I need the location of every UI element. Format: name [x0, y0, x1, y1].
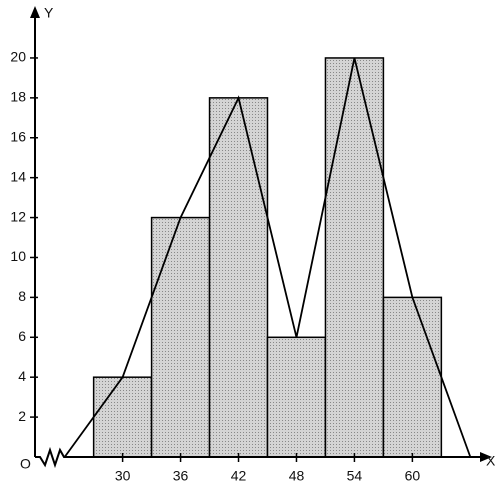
x-tick-label: 48: [289, 468, 305, 484]
y-tick-label: 4: [18, 368, 26, 384]
y-tick-label: 8: [18, 288, 26, 304]
y-axis-arrow: [30, 6, 40, 18]
frequency-polygon: [63, 57, 472, 458]
bar: [266, 336, 327, 458]
y-tick-label: 20: [10, 49, 26, 65]
x-tick-label: 36: [173, 468, 189, 484]
y-axis-label: Y: [44, 5, 54, 21]
bar: [150, 216, 211, 458]
y-tick-label: 10: [10, 248, 26, 264]
bar: [208, 97, 269, 458]
y-tick-label: 14: [10, 168, 26, 184]
x-axis: [35, 446, 484, 469]
y-tick-label: 18: [10, 89, 26, 105]
y-tick-label: 12: [10, 208, 26, 224]
origin-label: O: [20, 456, 31, 472]
x-axis-arrow: [480, 452, 492, 462]
x-tick-label: 42: [231, 468, 247, 484]
y-tick-label: 6: [18, 328, 26, 344]
y-tick-label: 16: [10, 128, 26, 144]
x-tick-label: 54: [347, 468, 363, 484]
x-tick-label: 60: [405, 468, 421, 484]
y-tick-label: 2: [18, 408, 26, 424]
bar: [382, 296, 443, 458]
bar: [324, 57, 385, 458]
x-tick-label: 30: [115, 468, 131, 484]
bar: [92, 376, 153, 458]
x-axis-label: X: [486, 453, 496, 469]
